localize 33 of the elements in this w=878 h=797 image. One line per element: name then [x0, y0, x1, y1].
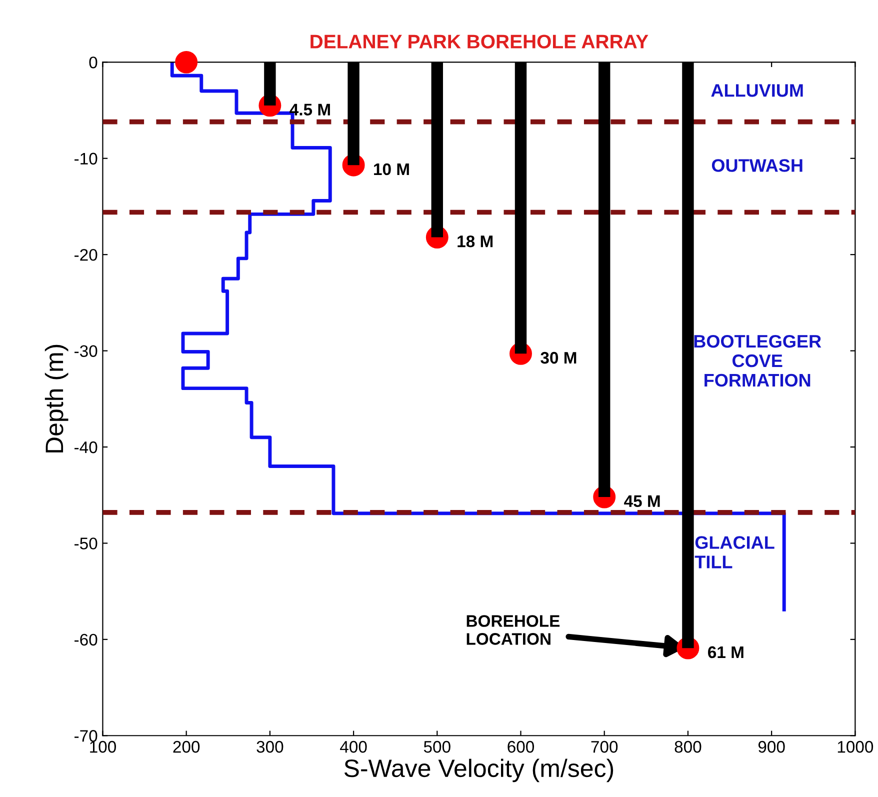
- x-tick-label: 400: [340, 740, 367, 753]
- chart-title: DELANEY PARK BOREHOLE ARRAY: [310, 34, 648, 48]
- annotation: 45 M: [624, 495, 660, 508]
- y-tick-label: 0: [89, 56, 98, 68]
- annotation: GLACIAL TILL: [694, 536, 774, 568]
- annotation: ALLUVIUM: [711, 84, 803, 97]
- x-tick-label: 500: [424, 740, 450, 753]
- annotation: 10 M: [374, 163, 409, 176]
- annotation: 18 M: [458, 235, 493, 248]
- annotation: OUTWASH: [712, 159, 802, 172]
- x-tick-label: 800: [674, 740, 702, 753]
- annotation: 61 M: [708, 646, 744, 658]
- annotation: 30 M: [540, 352, 576, 364]
- y-tick-label: -50: [74, 538, 98, 550]
- x-tick-label: 700: [591, 740, 618, 753]
- annotation: BOREHOLE LOCATION: [466, 615, 560, 645]
- annotation: BOOTLEGGER COVE FORMATION: [694, 334, 822, 387]
- x-tick-label: 1000: [838, 740, 874, 753]
- y-tick-label: -70: [74, 730, 98, 742]
- y-tick-label: -10: [74, 152, 98, 165]
- x-tick-label: 100: [90, 740, 116, 753]
- x-tick-label: 300: [256, 740, 284, 753]
- y-tick-label: -30: [74, 345, 98, 357]
- annotation: 4.5 M: [290, 104, 330, 116]
- y-axis-title: Depth (m): [44, 344, 68, 452]
- y-tick-label: -40: [74, 441, 98, 454]
- x-tick-label: 200: [173, 740, 200, 753]
- x-axis-title: S-Wave Velocity (m/sec): [344, 758, 614, 782]
- point: [175, 50, 198, 74]
- y-tick-label: -60: [74, 634, 98, 646]
- y-tick-label: -20: [74, 248, 98, 261]
- x-tick-label: 600: [508, 740, 534, 753]
- x-tick-label: 900: [758, 740, 785, 753]
